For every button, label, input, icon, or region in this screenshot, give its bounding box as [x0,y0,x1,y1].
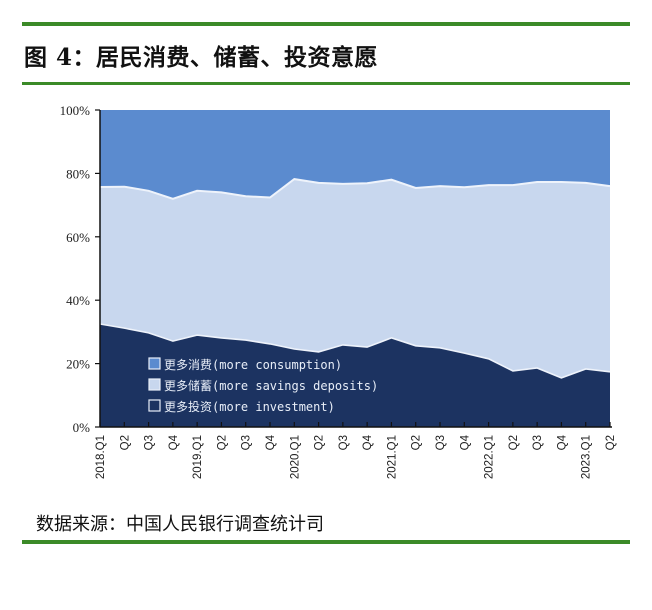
x-tick-label: 2020.Q1 [289,435,301,479]
x-tick-label: Q2 [605,435,617,450]
x-tick-label: 2021.Q1 [386,435,398,479]
y-tick-label: 100% [60,103,91,118]
title-rule [22,82,630,85]
source-note: 数据来源：中国人民银行调查统计司 [36,514,324,535]
x-tick-label: Q2 [119,435,131,450]
axes: 0% 20% 40% 60% 80% 100% 2018.Q1 Q2 Q3 Q4 2019.Q1 Q2… [60,103,617,479]
y-tick-label: 40% [66,293,90,308]
x-tick-label: Q2 [216,435,228,450]
y-tick-label: 0% [73,420,91,435]
legend-item: 更多消费(more consumption) [148,357,342,372]
x-tick-label: Q4 [556,434,568,450]
x-tick-label: Q2 [508,435,520,450]
x-tick-label: Q3 [144,435,156,450]
x-tick-label: Q3 [435,435,447,450]
x-tick-label: Q3 [338,435,350,450]
savings-boundary-line [99,178,611,200]
x-tick-label: Q2 [314,435,326,450]
legend-swatch [148,399,161,412]
legend-swatch [148,378,161,391]
x-tick-label: 2018.Q1 [95,435,107,479]
x-tick-label: Q4 [362,434,374,450]
x-tick-label: 2019.Q1 [192,435,204,479]
x-tick-label: Q3 [532,435,544,450]
legend: 更多消费(more consumption) 更多储蓄(more savings … [148,357,378,414]
x-tick-label: Q4 [265,434,277,450]
legend-label: 更多消费(more consumption) [164,358,342,372]
y-tick-label: 20% [66,357,90,372]
x-tick-label: Q4 [168,434,180,450]
legend-item: 更多投资(more investment) [148,399,335,414]
bottom-rule [22,540,630,544]
x-tick-label: 2023.Q1 [581,435,593,479]
x-tick-label: Q4 [459,434,471,450]
legend-label: 更多储蓄(more savings deposits) [164,378,378,393]
legend-item: 更多储蓄(more savings deposits) [148,378,378,393]
legend-swatch [148,357,161,370]
plot-areas [99,110,611,427]
investment-boundary-line [99,323,611,379]
figure-title: 图 4：居民消费、储蓄、投资意愿 [24,44,379,71]
stacked-area-chart: 0% 20% 40% 60% 80% 100% 2018.Q1 Q2 Q3 Q4 2019.Q1 Q2… [60,103,617,479]
x-tick-label: Q2 [411,435,423,450]
legend-label: 更多投资(more investment) [164,399,335,414]
y-tick-label: 60% [66,230,90,245]
y-tick-label: 80% [66,166,90,181]
x-tick-label: Q3 [241,435,253,450]
top-rule [22,22,630,26]
investment-area [100,324,610,427]
x-tick-label: 2022.Q1 [484,435,496,479]
